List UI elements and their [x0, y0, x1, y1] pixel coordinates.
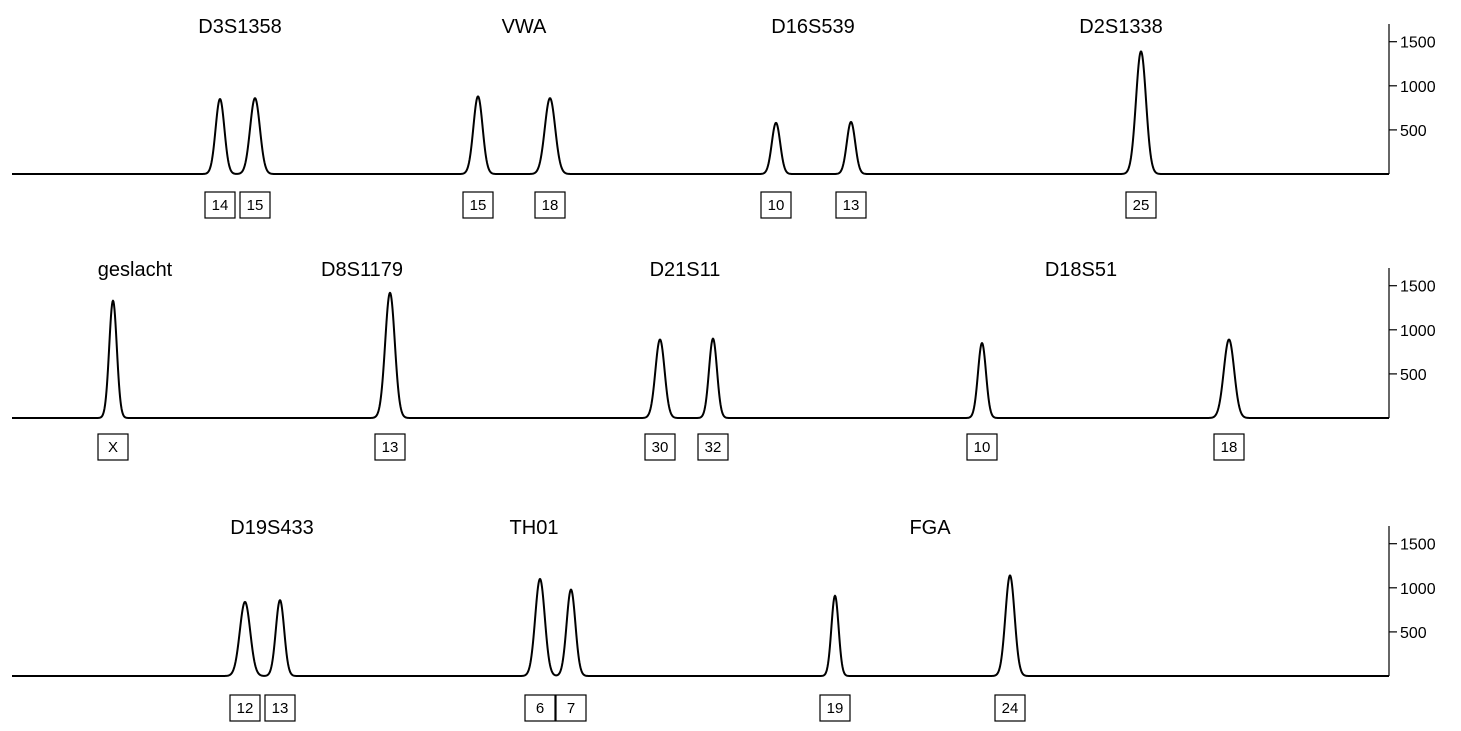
- allele-box: [994, 694, 1026, 722]
- allele-box: [374, 433, 406, 461]
- allele-label: 19: [827, 700, 844, 717]
- allele-box: [1213, 433, 1245, 461]
- allele-box: [760, 191, 792, 219]
- allele-label: 10: [974, 439, 991, 456]
- y-tick-label: 1500: [1400, 279, 1436, 296]
- signal-trace: [11, 574, 1390, 677]
- allele-label: 15: [247, 197, 264, 214]
- allele-box: [555, 694, 587, 722]
- locus-label: FGA: [909, 517, 951, 539]
- allele-box: [97, 433, 129, 461]
- allele-label: 32: [705, 439, 722, 456]
- allele-box: [966, 433, 998, 461]
- locus-label: geslacht: [98, 259, 173, 281]
- y-tick-label: 1500: [1400, 35, 1436, 52]
- allele-label: 25: [1133, 197, 1150, 214]
- locus-label: D8S1179: [321, 259, 403, 281]
- y-tick-label: 1000: [1400, 79, 1436, 96]
- y-tick-label: 1500: [1400, 537, 1436, 554]
- y-tick-label: 500: [1400, 367, 1427, 384]
- locus-label: TH01: [510, 517, 559, 539]
- allele-label: 6: [536, 700, 544, 717]
- allele-box: [819, 694, 851, 722]
- allele-box: [204, 191, 236, 219]
- allele-box: [239, 191, 271, 219]
- allele-label: 24: [1002, 700, 1019, 717]
- allele-box: [462, 191, 494, 219]
- y-tick-label: 1000: [1400, 323, 1436, 340]
- locus-label: VWA: [502, 16, 547, 38]
- allele-box: [1125, 191, 1157, 219]
- allele-box: [524, 694, 556, 722]
- allele-label: 7: [567, 700, 575, 717]
- y-tick-label: 500: [1400, 625, 1427, 642]
- locus-label: D19S433: [230, 517, 313, 539]
- allele-label: X: [108, 439, 118, 456]
- locus-label: D2S1338: [1079, 16, 1162, 38]
- allele-label: 18: [1221, 439, 1238, 456]
- allele-box: [697, 433, 729, 461]
- allele-label: 13: [272, 700, 289, 717]
- allele-box: [264, 694, 296, 722]
- signal-trace: [11, 291, 1390, 419]
- allele-label: 13: [382, 439, 399, 456]
- allele-label: 12: [237, 700, 254, 717]
- allele-box: [835, 191, 867, 219]
- allele-label: 18: [542, 197, 559, 214]
- allele-label: 15: [470, 197, 487, 214]
- allele-box: [644, 433, 676, 461]
- allele-box: [534, 191, 566, 219]
- y-tick-label: 1000: [1400, 581, 1436, 598]
- locus-label: D21S11: [650, 259, 721, 281]
- locus-label: D18S51: [1045, 259, 1117, 281]
- locus-label: D16S539: [771, 16, 854, 38]
- locus-label: D3S1358: [198, 16, 281, 38]
- y-tick-label: 500: [1400, 123, 1427, 140]
- allele-label: 13: [843, 197, 860, 214]
- allele-box: [229, 694, 261, 722]
- allele-label: 10: [768, 197, 785, 214]
- allele-label: 14: [212, 197, 229, 214]
- allele-label: 30: [652, 439, 669, 456]
- signal-trace: [11, 50, 1390, 175]
